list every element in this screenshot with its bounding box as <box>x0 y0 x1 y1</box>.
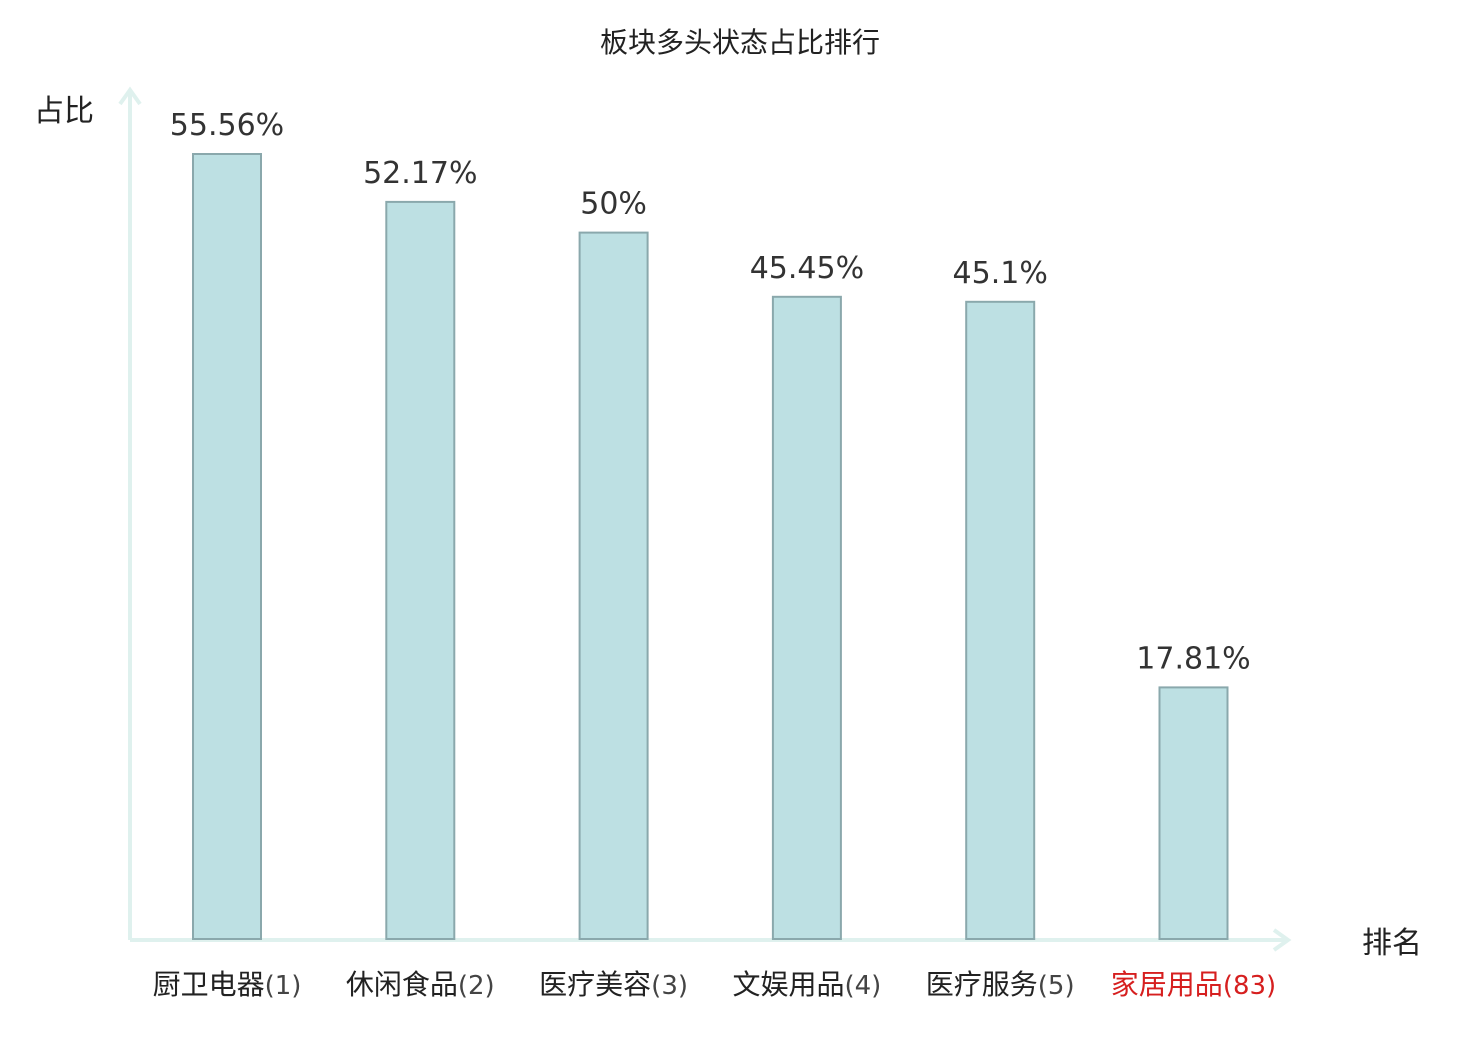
category-name: 休闲食品 <box>346 968 458 1001</box>
x-axis <box>130 928 1292 952</box>
y-axis-label: 占比 <box>34 94 94 129</box>
bar-value-label: 52.17% <box>363 156 477 191</box>
category-name: 厨卫电器 <box>153 968 265 1001</box>
bar <box>965 300 1036 940</box>
bar-value-label: 45.1% <box>953 256 1048 291</box>
category-name: 医疗美容 <box>539 968 651 1001</box>
bar <box>192 153 262 940</box>
x-axis-label: 排名 <box>1362 926 1422 961</box>
x-tick-label: 家居用品(83) <box>1111 968 1276 1001</box>
y-axis-arrow-icon <box>118 86 142 106</box>
x-tick-label: 医疗服务(5) <box>926 968 1075 1001</box>
category-rank: (4) <box>844 971 881 1001</box>
category-name: 医疗服务 <box>926 968 1038 1001</box>
x-axis-arrow-icon <box>1272 928 1292 952</box>
bar-value-label: 45.45% <box>750 251 864 286</box>
category-rank: (5) <box>1038 971 1075 1001</box>
value-labels: 55.56% 52.17% 50% 45.45% 45.1% 17.81% <box>170 108 1251 676</box>
x-tick-labels: 厨卫电器(1) 休闲食品(2) 医疗美容(3) 文娱用品(4) 医疗服务(5) 家居用品(… <box>153 968 1277 1001</box>
bar <box>771 295 842 940</box>
category-rank: (3) <box>651 971 688 1001</box>
x-tick-label: 文娱用品(4) <box>732 968 881 1001</box>
bar <box>1158 686 1229 941</box>
bar-value-label: 17.81% <box>1136 641 1250 676</box>
bars <box>192 153 1229 941</box>
bar <box>385 200 456 940</box>
bar-value-label: 50% <box>580 187 647 222</box>
y-axis <box>118 86 142 940</box>
category-rank: (83) <box>1223 971 1276 1001</box>
category-name: 文娱用品 <box>732 968 844 1001</box>
x-tick-label: 休闲食品(2) <box>346 968 495 1001</box>
category-name: 家居用品 <box>1111 968 1223 1001</box>
bar <box>578 231 649 941</box>
x-tick-label: 医疗美容(3) <box>539 968 688 1001</box>
category-rank: (2) <box>458 971 495 1001</box>
bar-value-label: 55.56% <box>170 108 284 143</box>
x-tick-label: 厨卫电器(1) <box>153 968 302 1001</box>
category-rank: (1) <box>265 971 302 1001</box>
chart-title: 板块多头状态占比排行 <box>600 26 880 59</box>
